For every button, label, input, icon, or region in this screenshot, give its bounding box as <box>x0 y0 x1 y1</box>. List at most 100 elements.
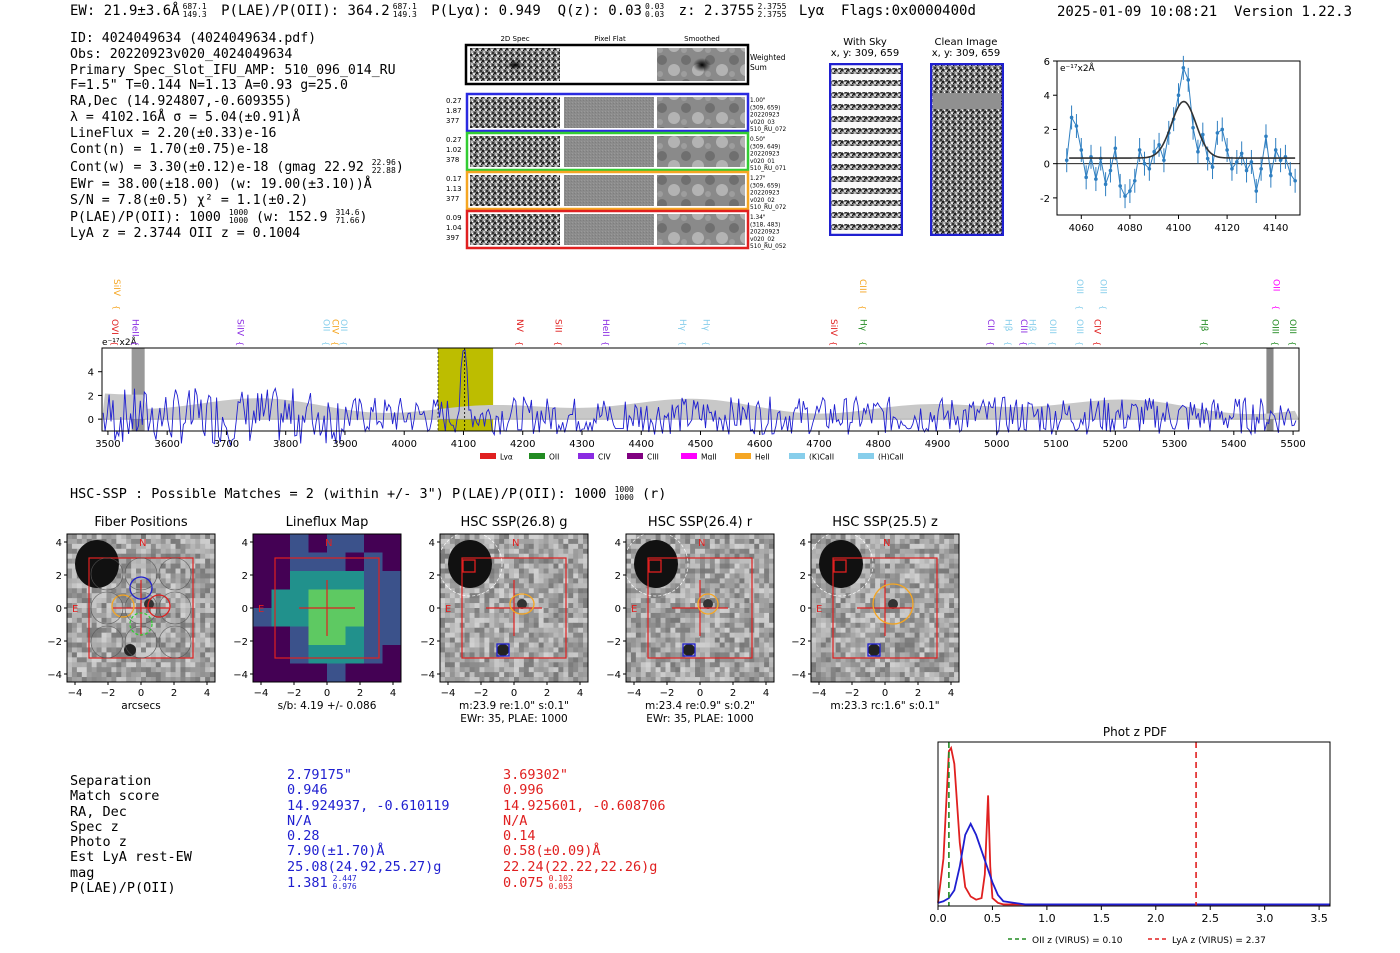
hsc-pixel <box>504 568 510 574</box>
hsc-pixel <box>101 672 107 678</box>
hsc-pixel <box>700 642 706 648</box>
hsc-pixel <box>845 637 851 643</box>
hsc-pixel <box>170 652 176 658</box>
hsc-pixel <box>754 652 760 658</box>
photz-pdf-line <box>937 745 1330 906</box>
hsc-pixel <box>150 583 157 589</box>
hsc-pixel <box>899 617 906 624</box>
hsc-pixel <box>553 568 559 574</box>
hsc-pixel <box>170 657 176 663</box>
line-id-label: OIII <box>1074 279 1084 294</box>
hsc-pixel <box>126 563 132 569</box>
hsc-pixel <box>709 538 716 545</box>
line-id-bracket: { <box>339 341 348 346</box>
hsc-pixel <box>514 662 520 668</box>
hsc-pixel <box>714 538 721 545</box>
hsc-pixel <box>479 603 485 609</box>
hsc-pixel <box>489 617 495 624</box>
hsc-pixel <box>150 622 157 629</box>
hsc-pixel <box>568 622 574 629</box>
hsc-pixel <box>690 563 696 569</box>
hsc-pixel <box>820 612 827 619</box>
hsc-pixel <box>645 677 651 683</box>
hsc-pixel <box>865 588 871 594</box>
hsc-pixel <box>136 534 142 540</box>
hsc-pixel <box>759 593 765 599</box>
hsc-pixel <box>899 642 906 648</box>
hsc-pixel <box>700 548 706 555</box>
hsc-pixel <box>96 642 102 648</box>
hsc-pixel <box>670 672 676 678</box>
hsc-pixel <box>509 583 515 589</box>
hsc-pixel <box>210 642 216 648</box>
hsc-pixel <box>904 632 910 638</box>
hsc-pixel <box>914 647 920 653</box>
hsc-xtick-label: 4 <box>390 688 396 699</box>
hsc-pixel <box>719 534 725 540</box>
hsc-pixel <box>670 608 676 614</box>
hsc-pixel <box>484 593 490 599</box>
hsc-pixel <box>543 568 549 574</box>
hsc-pixel <box>675 578 681 584</box>
hsc-pixel <box>185 543 191 550</box>
fiber-grid-circle <box>124 591 158 625</box>
legend-swatch <box>627 453 643 459</box>
hsc-pixel <box>739 617 745 624</box>
hsc-pixel <box>479 662 485 668</box>
hsc-pixel <box>543 672 549 678</box>
ew-value: EW: 21.9±3.6Å <box>70 3 180 19</box>
hsc-pixel <box>528 568 535 574</box>
hsc-pixel <box>543 617 549 624</box>
hsc-pixel <box>160 647 166 653</box>
hsc-pixel <box>444 617 451 624</box>
hsc-pixel <box>101 603 107 609</box>
hsc-pixel <box>870 588 876 594</box>
hsc-pixel <box>71 598 78 604</box>
hsc-pixel <box>504 652 510 658</box>
hsc-pixel <box>150 642 157 648</box>
hsc-pixel <box>944 558 950 564</box>
hsc-pixel <box>200 672 206 678</box>
hsc-pixel <box>126 622 132 629</box>
hsc-pixel <box>106 538 112 545</box>
hsc-pixel <box>464 617 470 624</box>
hsc-pixel <box>949 632 955 638</box>
hsc-pixel <box>635 598 642 604</box>
hsc-pixel <box>111 647 117 653</box>
hsc-pixel <box>850 534 856 540</box>
hsc-pixel <box>939 617 945 624</box>
east-label: E <box>258 604 264 615</box>
hsc-pixel <box>121 578 127 584</box>
hsc-pixel <box>749 667 755 673</box>
hsc-ytick-label: −2 <box>606 637 621 648</box>
hsc-pixel <box>67 652 73 658</box>
hsc-pixel <box>509 588 515 594</box>
hsc-pixel <box>578 598 584 604</box>
hsc-pixel <box>543 652 549 658</box>
hsc-pixel <box>175 617 181 624</box>
hsc-pixel <box>650 642 656 648</box>
hsc-pixel <box>170 667 176 673</box>
hsc-pixel <box>504 662 510 668</box>
hsc-pixel <box>440 538 446 545</box>
hsc-pixel <box>136 543 142 550</box>
lineflux-cell <box>253 571 272 590</box>
hsc-pixel <box>939 642 945 648</box>
hsc-pixel <box>444 573 451 579</box>
hsc-pixel <box>909 553 915 559</box>
hsc-pixel <box>939 652 945 658</box>
hsc-pixel <box>499 583 505 589</box>
hsc-pixel <box>690 538 696 545</box>
hsc-pixel <box>444 632 451 638</box>
hsc-pixel <box>919 573 925 579</box>
hsc-pixel <box>635 652 642 658</box>
hsc-pixel <box>729 672 735 678</box>
faint-source <box>497 644 509 656</box>
hsc-pixel <box>145 553 152 559</box>
hsc-pixel <box>650 657 656 663</box>
hsc-pixel <box>180 543 186 550</box>
hsc-pixel <box>764 558 770 564</box>
hsc-pixel <box>573 563 579 569</box>
hsc-pixel <box>479 627 485 633</box>
hsc-pixel <box>909 667 915 673</box>
